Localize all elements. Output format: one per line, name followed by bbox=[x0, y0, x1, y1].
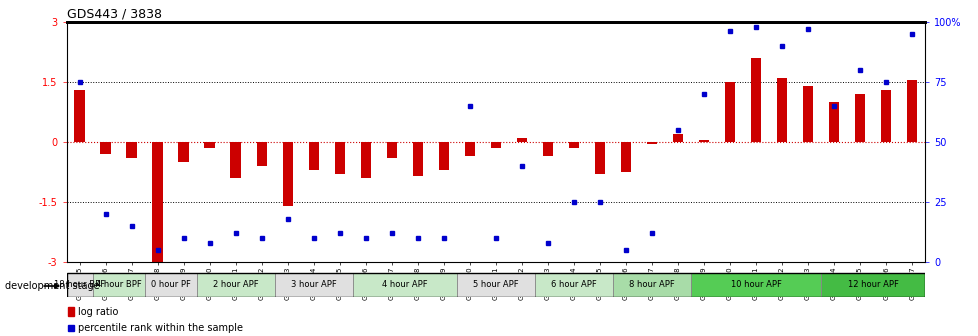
Bar bbox=[828, 102, 838, 142]
Text: 0 hour PF: 0 hour PF bbox=[151, 280, 191, 289]
Bar bbox=[690, 273, 821, 297]
Text: 2 hour APF: 2 hour APF bbox=[212, 280, 258, 289]
Bar bbox=[67, 273, 93, 297]
Bar bbox=[906, 80, 916, 142]
Bar bbox=[672, 134, 683, 142]
Bar bbox=[256, 142, 267, 166]
Bar bbox=[93, 273, 145, 297]
Bar bbox=[126, 142, 137, 158]
Bar bbox=[542, 142, 553, 156]
Bar bbox=[334, 142, 344, 174]
Bar bbox=[490, 142, 501, 148]
Text: 18 hour BPF: 18 hour BPF bbox=[54, 280, 105, 289]
Text: 12 hour APF: 12 hour APF bbox=[847, 280, 898, 289]
Bar bbox=[534, 273, 612, 297]
Bar bbox=[465, 142, 474, 156]
Bar bbox=[568, 142, 579, 148]
Bar bbox=[275, 273, 352, 297]
Text: 8 hour APF: 8 hour APF bbox=[629, 280, 674, 289]
Bar bbox=[153, 142, 162, 262]
Bar bbox=[412, 142, 422, 176]
Bar bbox=[438, 142, 449, 170]
Bar bbox=[386, 142, 397, 158]
Bar bbox=[283, 142, 292, 206]
Text: percentile rank within the sample: percentile rank within the sample bbox=[77, 323, 243, 333]
Bar bbox=[516, 138, 526, 142]
Text: 4 hour BPF: 4 hour BPF bbox=[96, 280, 142, 289]
Bar bbox=[854, 94, 865, 142]
Bar bbox=[612, 273, 690, 297]
Bar bbox=[821, 273, 924, 297]
Text: 6 hour APF: 6 hour APF bbox=[551, 280, 597, 289]
Bar bbox=[352, 273, 457, 297]
Bar bbox=[457, 273, 534, 297]
Bar bbox=[197, 273, 275, 297]
Bar bbox=[750, 58, 761, 142]
Bar bbox=[777, 78, 786, 142]
Bar bbox=[594, 142, 604, 174]
Text: GDS443 / 3838: GDS443 / 3838 bbox=[67, 8, 161, 21]
Text: 10 hour APF: 10 hour APF bbox=[730, 280, 780, 289]
Bar bbox=[698, 140, 708, 142]
Bar bbox=[646, 142, 656, 144]
Bar bbox=[178, 142, 189, 162]
Text: log ratio: log ratio bbox=[77, 307, 117, 317]
Bar bbox=[802, 86, 813, 142]
Bar bbox=[145, 273, 197, 297]
Bar bbox=[101, 142, 111, 154]
Bar bbox=[68, 307, 74, 316]
Bar bbox=[230, 142, 241, 178]
Text: 4 hour APF: 4 hour APF bbox=[381, 280, 427, 289]
Bar bbox=[308, 142, 319, 170]
Bar bbox=[724, 82, 734, 142]
Bar bbox=[620, 142, 631, 172]
Bar bbox=[204, 142, 214, 148]
Bar bbox=[74, 90, 85, 142]
Text: 3 hour APF: 3 hour APF bbox=[290, 280, 336, 289]
Bar bbox=[880, 90, 890, 142]
Text: development stage: development stage bbox=[5, 281, 100, 291]
Bar bbox=[360, 142, 371, 178]
Text: 5 hour APF: 5 hour APF bbox=[472, 280, 518, 289]
